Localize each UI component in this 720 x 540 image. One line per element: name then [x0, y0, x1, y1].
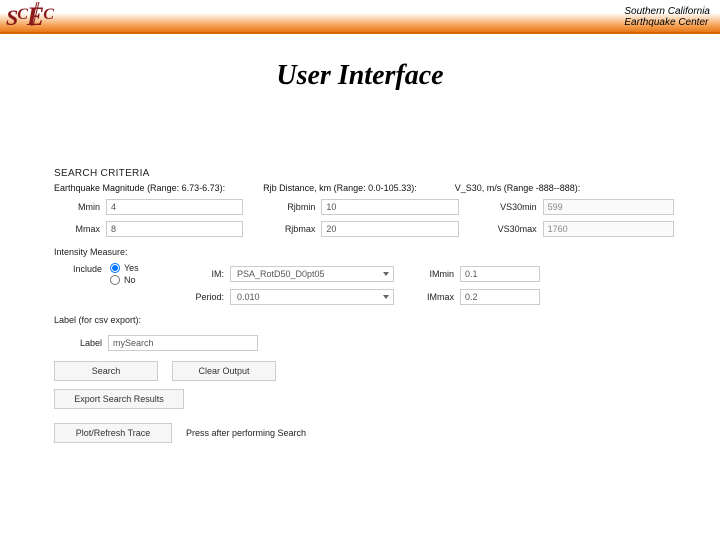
search-button[interactable]: Search: [54, 361, 158, 381]
im-row-2: Period: 0.010 IMmax: [54, 289, 674, 305]
range-vs30: V_S30, m/s (Range -888--888):: [455, 183, 581, 193]
rjbmax-field: Rjbmax: [269, 221, 458, 237]
criteria-grid: Mmin Rjbmin VS30min Mmax Rjbmax VS30max: [54, 199, 674, 237]
plot-hint: Press after performing Search: [186, 428, 306, 438]
export-results-button[interactable]: Export Search Results: [54, 389, 184, 409]
chevron-down-icon: [383, 272, 389, 276]
period-select[interactable]: 0.010: [230, 289, 394, 305]
search-panel: SEARCH CRITERIA Earthquake Magnitude (Ra…: [54, 168, 674, 443]
button-line-2: Export Search Results: [54, 389, 674, 409]
range-mag: Earthquake Magnitude (Range: 6.73-6.73):: [54, 183, 225, 193]
mmin-input[interactable]: [106, 199, 243, 215]
include-no-radio[interactable]: [110, 275, 120, 285]
include-yes-radio[interactable]: [110, 263, 120, 273]
header-bar: SCEC Southern California Earthquake Cent…: [0, 0, 720, 34]
section-title: SEARCH CRITERIA: [54, 168, 674, 179]
include-yes-text: Yes: [124, 263, 139, 273]
include-yes[interactable]: Yes: [110, 263, 139, 273]
vs30min-input[interactable]: [543, 199, 674, 215]
button-line-1: Search Clear Output: [54, 361, 674, 381]
export-label-key: Label: [54, 338, 102, 348]
mmax-input[interactable]: [106, 221, 243, 237]
range-rjb: Rjb Distance, km (Range: 0.0-105.33):: [263, 183, 417, 193]
button-line-3: Plot/Refresh Trace Press after performin…: [54, 423, 674, 443]
mmin-field: Mmin: [54, 199, 243, 215]
vs30max-input[interactable]: [543, 221, 674, 237]
im-row-1: Include Yes No IM: PSA_RotD50_D0pt05 IMm…: [54, 263, 674, 285]
immax-field: IMmax: [414, 289, 564, 305]
im-key: IM:: [184, 269, 224, 279]
include-group: Include Yes No: [54, 263, 164, 285]
button-rows: Search Clear Output Export Search Result…: [54, 361, 674, 443]
rjbmin-input[interactable]: [321, 199, 458, 215]
period-key: Period:: [184, 292, 224, 302]
export-label-row: Label: [54, 335, 674, 351]
org-line2: Earthquake Center: [624, 17, 710, 29]
im-select[interactable]: PSA_RotD50_D0pt05: [230, 266, 394, 282]
vs30min-label: VS30min: [485, 202, 543, 212]
mmin-label: Mmin: [54, 202, 106, 212]
im-select-wrap: IM: PSA_RotD50_D0pt05: [184, 266, 394, 282]
include-no[interactable]: No: [110, 275, 139, 285]
immin-label: IMmin: [414, 269, 454, 279]
rjbmin-label: Rjbmin: [269, 202, 321, 212]
org-name: Southern California Earthquake Center: [624, 4, 710, 29]
rjbmin-field: Rjbmin: [269, 199, 458, 215]
mmax-label: Mmax: [54, 224, 106, 234]
page-title: User Interface: [0, 60, 720, 92]
include-label: Include: [54, 263, 102, 274]
rjbmax-input[interactable]: [321, 221, 458, 237]
period-select-wrap: Period: 0.010: [184, 289, 394, 305]
im-selected: PSA_RotD50_D0pt05: [237, 269, 325, 279]
vs30max-field: VS30max: [485, 221, 674, 237]
plot-refresh-button[interactable]: Plot/Refresh Trace: [54, 423, 172, 443]
clear-output-button[interactable]: Clear Output: [172, 361, 276, 381]
chevron-down-icon: [383, 295, 389, 299]
immin-field: IMmin: [414, 266, 564, 282]
include-radios: Yes No: [110, 263, 139, 285]
period-selected: 0.010: [237, 292, 260, 302]
immax-label: IMmax: [414, 292, 454, 302]
immin-input[interactable]: [460, 266, 540, 282]
rjbmax-label: Rjbmax: [269, 224, 321, 234]
range-labels: Earthquake Magnitude (Range: 6.73-6.73):…: [54, 183, 674, 193]
vs30max-label: VS30max: [485, 224, 543, 234]
org-line1: Southern California: [624, 6, 710, 18]
export-label-title: Label (for csv export):: [54, 315, 674, 325]
immax-input[interactable]: [460, 289, 540, 305]
include-no-text: No: [124, 275, 136, 285]
export-label-input[interactable]: [108, 335, 258, 351]
scec-logo: SCEC: [6, 2, 53, 30]
vs30min-field: VS30min: [485, 199, 674, 215]
im-title: Intensity Measure:: [54, 247, 674, 257]
mmax-field: Mmax: [54, 221, 243, 237]
